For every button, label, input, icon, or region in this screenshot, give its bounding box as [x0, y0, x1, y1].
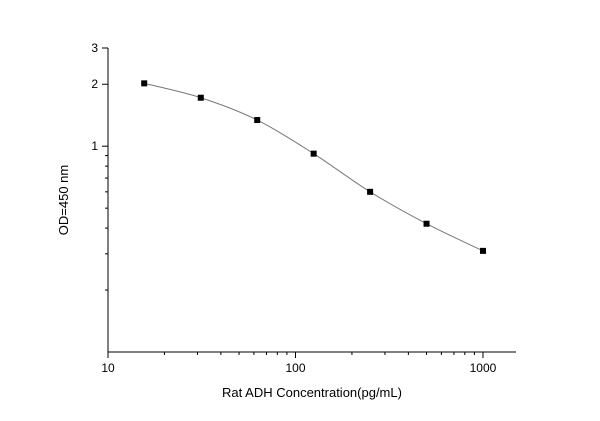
y-axis-title: OD=450 nm [56, 165, 71, 235]
x-tick-label: 10 [101, 361, 115, 375]
data-point [423, 220, 430, 227]
fit-curve [144, 82, 484, 252]
data-point [197, 94, 204, 101]
y-tick-label: 2 [91, 77, 98, 91]
data-point [310, 150, 317, 157]
data-point [254, 117, 261, 124]
data-points [141, 80, 486, 254]
x-tick-label: 100 [285, 361, 305, 375]
data-point [141, 80, 148, 87]
data-point [479, 247, 486, 254]
data-point [367, 188, 374, 195]
x-tick-label: 1000 [470, 361, 497, 375]
axes [107, 48, 516, 353]
ticks: 10 100 1000 1 2 3 [91, 41, 496, 375]
y-tick-label: 3 [91, 41, 98, 55]
x-axis-title: Rat ADH Concentration(pg/mL) [222, 385, 402, 400]
y-tick-label: 1 [91, 139, 98, 153]
